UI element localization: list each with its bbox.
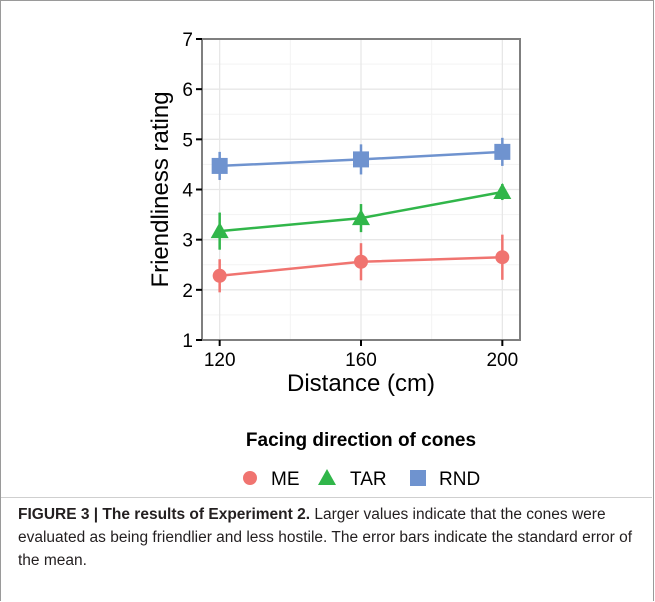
legend-item-rnd: RND <box>410 469 480 490</box>
x-tick-label: 120 <box>204 350 236 371</box>
figure-caption: FIGURE 3 | The results of Experiment 2. … <box>18 503 636 572</box>
legend-marker-tar <box>318 469 336 485</box>
y-tick-label: 1 <box>182 331 193 352</box>
legend-item-tar: TAR <box>318 469 387 490</box>
data-point-rnd <box>353 151 369 168</box>
caption-label: FIGURE 3 | The results of Experiment 2. <box>18 506 311 523</box>
legend-marker-rnd <box>410 470 426 486</box>
y-tick-label: 6 <box>182 80 193 101</box>
y-tick-label: 5 <box>182 130 193 151</box>
legend: ME TAR RND <box>243 469 480 490</box>
data-point-tar <box>493 183 512 200</box>
series-tar <box>210 183 512 250</box>
legend-marker-me <box>243 471 257 485</box>
x-tick-label: 160 <box>345 350 377 371</box>
x-tick-label: 200 <box>486 350 518 371</box>
axes: 1 2 3 4 5 6 7 120 160 200 <box>182 30 518 371</box>
series-rnd <box>211 137 511 180</box>
y-tick-label: 2 <box>182 281 193 302</box>
y-tick-label: 4 <box>182 181 193 202</box>
legend-title: Facing direction of cones <box>246 430 476 451</box>
x-axis-label: Distance (cm) <box>287 370 435 397</box>
data-point-me <box>212 268 227 283</box>
data-point-me <box>354 254 368 269</box>
legend-item-me: ME <box>243 469 300 490</box>
series-me <box>212 234 510 293</box>
data-point-tar <box>352 209 370 226</box>
plot-panel <box>201 38 521 341</box>
series-layer <box>210 137 512 293</box>
caption-text: Larger values indicate that the cones we… <box>18 506 633 569</box>
legend-label-me: ME <box>271 469 300 490</box>
y-tick-label: 7 <box>182 30 193 51</box>
y-tick-label: 3 <box>182 231 193 252</box>
legend-label-rnd: RND <box>439 469 480 490</box>
chart: 1 2 3 4 5 6 7 120 160 200 Distance (cm) Friendlin… <box>147 30 521 490</box>
y-axis-label: Friendliness rating <box>147 91 174 287</box>
legend-label-tar: TAR <box>350 469 387 490</box>
data-point-me <box>495 250 510 265</box>
data-point-rnd <box>211 157 228 174</box>
data-point-rnd <box>494 143 511 160</box>
data-point-tar <box>210 222 229 239</box>
caption-separator <box>1 497 652 498</box>
